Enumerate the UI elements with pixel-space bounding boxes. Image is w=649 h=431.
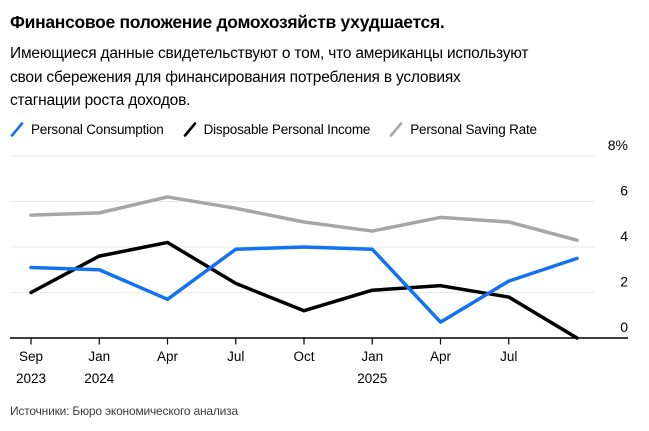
page-title: Финансовое положение домохозяйств ухудша… — [10, 12, 445, 32]
x-tick-month-label: Jan — [361, 349, 383, 364]
x-tick-year-label: 2025 — [357, 371, 387, 386]
legend-item-disposable-personal-income: Disposable Personal Income — [183, 121, 371, 137]
x-tick-year-label: 2023 — [16, 371, 46, 386]
subtitle-line: Имеющиеся данные свидетельствуют о том, … — [10, 45, 529, 62]
legend-label: Personal Saving Rate — [410, 121, 537, 137]
x-tick-month-label: Jan — [88, 349, 110, 364]
line-swatch-icon — [183, 121, 196, 137]
legend-label: Personal Consumption — [31, 121, 164, 137]
legend-label: Disposable Personal Income — [203, 121, 371, 137]
series-line-personal-saving-rate — [29, 195, 579, 242]
y-axis-label: 8% — [608, 137, 628, 153]
legend-item-personal-saving-rate: Personal Saving Rate — [389, 122, 537, 137]
x-tick-month-label: Jul — [227, 349, 244, 364]
chart-subtitle: Имеющиеся данные свидетельствуют о том, … — [10, 42, 639, 113]
x-tick-month-label: Sep — [19, 349, 43, 364]
line-swatch-icon — [10, 121, 24, 137]
x-tick-month-label: Oct — [293, 349, 314, 364]
x-tick-month-label: Apr — [157, 349, 179, 364]
x-tick-year-label: 2024 — [84, 371, 115, 386]
line-chart: 8% 6 4 2 0 Sep 2023 Jan 2024 Apr Jul Oct Jan 2025 Apr J… — [10, 137, 628, 386]
y-axis-label: 4 — [620, 228, 628, 244]
source-note: Источники: Бюро экономического анализа — [10, 404, 238, 418]
chart-legend: Personal Consumption Disposable Personal… — [10, 122, 639, 137]
subtitle-line: стагнации роста доходов. — [10, 92, 191, 109]
legend-item-personal-consumption: Personal Consumption — [10, 122, 164, 137]
y-axis-label: 2 — [620, 274, 628, 290]
y-axis-label: 6 — [620, 183, 628, 199]
chart-header: Финансовое положение домохозяйств ухудша… — [0, 0, 649, 137]
line-swatch-icon — [389, 121, 403, 137]
y-axis-label: 0 — [620, 319, 628, 335]
series-line-personal-consumption — [29, 245, 579, 324]
subtitle-line: свои сбережения для финансирования потре… — [10, 68, 461, 86]
x-tick-month-label: Apr — [430, 349, 452, 364]
x-tick-month-label: Jul — [500, 349, 517, 364]
